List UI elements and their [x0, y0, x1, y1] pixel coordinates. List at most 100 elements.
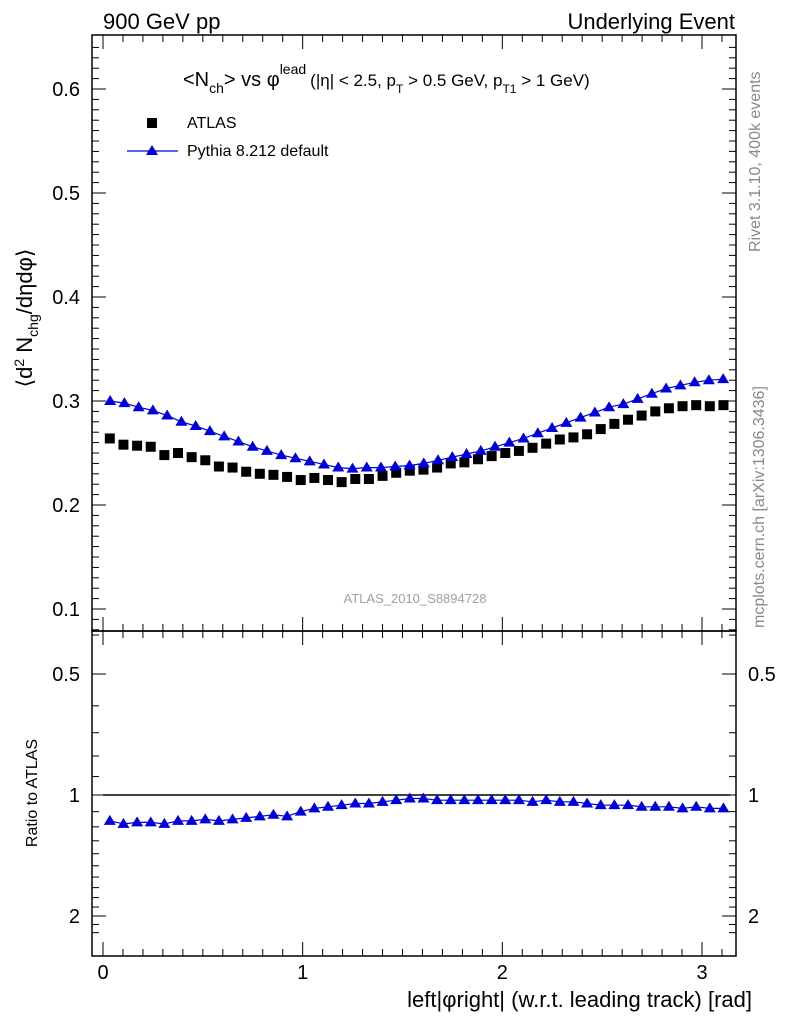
header-right: Underlying Event — [567, 9, 735, 34]
ratio-tick-label-left: 1 — [69, 785, 80, 807]
ratio-point — [431, 794, 444, 805]
legend-label-pythia: Pythia 8.212 default — [187, 143, 329, 160]
ratio-point — [581, 797, 594, 808]
pythia-point — [118, 397, 131, 408]
atlas-point — [473, 454, 484, 465]
atlas-point — [677, 401, 688, 412]
ratio-tick-label-left: 2 — [69, 906, 80, 928]
atlas-point — [145, 441, 156, 452]
x-tick-label: 1 — [297, 962, 308, 984]
ratio-point — [376, 795, 389, 806]
atlas-point — [159, 450, 170, 461]
atlas-point — [323, 475, 334, 486]
y-tick-label: 0.4 — [52, 287, 80, 309]
plot-title: <Nch> vs φlead(|η| < 2.5, pT > 0.5 GeV, … — [183, 61, 590, 96]
main-plot-marks — [104, 373, 730, 488]
pythia-point — [161, 409, 174, 420]
ratio-point — [349, 797, 362, 808]
pythia-point — [702, 374, 715, 385]
pythia-point — [332, 461, 345, 472]
ratio-point — [131, 816, 144, 827]
rivet-version-label: Rivet 3.1.10, 400k events — [747, 71, 764, 252]
ratio-tick-label-left: 0.5 — [52, 664, 80, 686]
atlas-point — [718, 400, 729, 411]
ratio-point — [172, 814, 185, 825]
pythia-point — [503, 436, 516, 447]
ratio-point — [485, 794, 498, 805]
pythia-point — [360, 461, 373, 472]
atlas-point — [704, 401, 715, 412]
pythia-point — [218, 430, 231, 441]
pythia-point — [531, 427, 544, 438]
pythia-point — [132, 401, 145, 412]
ratio-point — [594, 799, 607, 810]
x-axis-label: left|φright| (w.r.t. leading track) [rad… — [407, 987, 752, 1012]
atlas-point — [486, 451, 497, 462]
pythia-point — [317, 458, 330, 469]
ratio-tick-label-right: 2 — [748, 906, 759, 928]
y-tick-label: 0.1 — [52, 599, 80, 621]
atlas-point — [554, 434, 565, 445]
atlas-point — [241, 466, 252, 477]
ratio-point — [553, 795, 566, 806]
atlas-point — [500, 448, 511, 458]
header-left: 900 GeV pp — [103, 9, 220, 34]
mcplots-label: mcplots.cern.ch [arXiv:1306.3436] — [751, 386, 768, 628]
axis-ticks — [92, 35, 736, 956]
atlas-point — [200, 455, 211, 466]
y-tick-label: 0.3 — [52, 391, 80, 413]
pythia-point — [717, 373, 730, 384]
tick-labels: 0 1 2 3 0.1 0.2 0.3 0.4 0.5 0.6 0.5 0.5 1 1 2 2 — [52, 79, 776, 984]
pythia-point — [432, 454, 445, 465]
pythia-point — [403, 459, 416, 470]
atlas-point — [186, 452, 197, 463]
ratio-point — [649, 800, 662, 811]
atlas-point — [609, 418, 620, 429]
pythia-point — [474, 444, 487, 455]
ratio-point — [335, 799, 348, 810]
y-tick-label: 0.5 — [52, 183, 80, 205]
atlas-point — [132, 440, 143, 451]
atlas-point — [118, 439, 129, 450]
ratio-point — [703, 802, 716, 813]
atlas-point — [663, 403, 674, 414]
pythia-point — [289, 452, 302, 463]
pythia-point — [617, 398, 630, 409]
atlas-point — [527, 442, 538, 453]
ratio-point — [117, 817, 130, 828]
ratio-plot-marks — [103, 792, 730, 828]
ratio-point — [308, 802, 321, 813]
legend-label-atlas: ATLAS — [187, 115, 237, 132]
pythia-point — [660, 382, 673, 393]
atlas-point — [282, 471, 293, 482]
atlas-point — [404, 465, 415, 476]
pythia-point — [346, 462, 359, 473]
pythia-point — [489, 440, 502, 451]
ratio-y-axis-label: Ratio to ATLAS — [24, 739, 41, 847]
ratio-point — [417, 792, 430, 803]
atlas-point — [391, 467, 402, 478]
ratio-point — [608, 799, 621, 810]
y-tick-label: 0.2 — [52, 495, 80, 517]
atlas-point — [104, 433, 115, 444]
pythia-point — [560, 416, 573, 427]
legend-marker-pythia — [146, 145, 158, 155]
ratio-point — [294, 805, 307, 816]
atlas-point — [418, 464, 429, 475]
pythia-point — [146, 404, 159, 415]
pythia-point — [203, 425, 216, 436]
pythia-point — [588, 406, 601, 417]
pythia-point — [574, 411, 587, 422]
pythia-point — [260, 444, 273, 455]
x-tick-label: 3 — [696, 962, 707, 984]
pythia-point — [175, 415, 188, 426]
atlas-point — [623, 414, 634, 425]
atlas-point — [377, 470, 388, 481]
ratio-point — [526, 795, 539, 806]
atlas-point — [227, 462, 238, 473]
ratio-point — [267, 808, 280, 819]
ratio-point — [567, 795, 580, 806]
pythia-point — [446, 451, 459, 462]
atlas-point — [636, 410, 647, 421]
